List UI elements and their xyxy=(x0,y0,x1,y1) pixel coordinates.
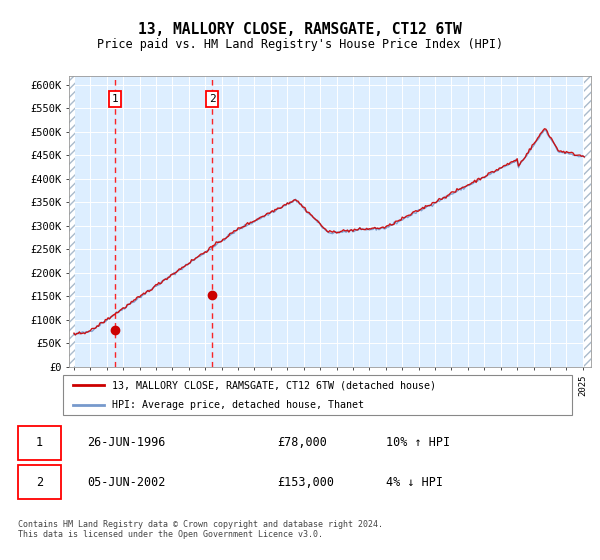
Text: 1: 1 xyxy=(36,436,43,450)
Text: 13, MALLORY CLOSE, RAMSGATE, CT12 6TW (detached house): 13, MALLORY CLOSE, RAMSGATE, CT12 6TW (d… xyxy=(112,380,436,390)
Text: £153,000: £153,000 xyxy=(277,475,334,489)
FancyBboxPatch shape xyxy=(62,375,572,416)
Text: 4% ↓ HPI: 4% ↓ HPI xyxy=(386,475,443,489)
Text: 10% ↑ HPI: 10% ↑ HPI xyxy=(386,436,451,450)
Bar xyxy=(69,76,75,367)
Bar xyxy=(584,76,591,367)
FancyBboxPatch shape xyxy=(18,465,61,500)
Text: 05-JUN-2002: 05-JUN-2002 xyxy=(87,475,165,489)
Text: HPI: Average price, detached house, Thanet: HPI: Average price, detached house, Than… xyxy=(112,400,364,410)
Text: 26-JUN-1996: 26-JUN-1996 xyxy=(87,436,165,450)
Text: 2: 2 xyxy=(209,94,215,104)
Text: £78,000: £78,000 xyxy=(277,436,327,450)
Text: 13, MALLORY CLOSE, RAMSGATE, CT12 6TW: 13, MALLORY CLOSE, RAMSGATE, CT12 6TW xyxy=(138,22,462,38)
Text: Contains HM Land Registry data © Crown copyright and database right 2024.
This d: Contains HM Land Registry data © Crown c… xyxy=(18,520,383,539)
FancyBboxPatch shape xyxy=(18,426,61,460)
Text: 1: 1 xyxy=(112,94,118,104)
Text: 2: 2 xyxy=(36,475,43,489)
Text: Price paid vs. HM Land Registry's House Price Index (HPI): Price paid vs. HM Land Registry's House … xyxy=(97,38,503,50)
